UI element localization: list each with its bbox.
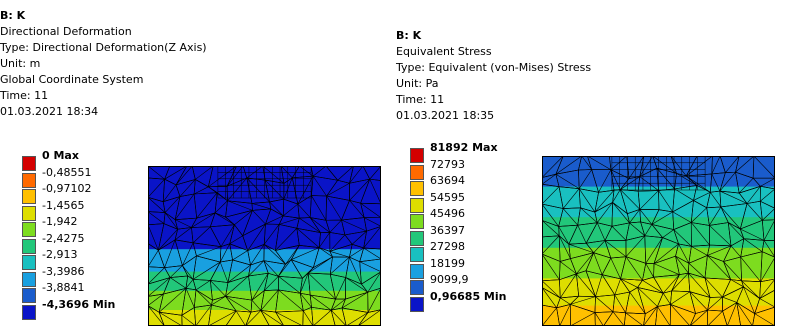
legend-swatch xyxy=(410,181,424,196)
result-title: B: K xyxy=(0,9,26,22)
result-name: Directional Deformation xyxy=(0,25,132,38)
legend-swatch xyxy=(410,296,424,312)
legend-swatch xyxy=(22,222,36,237)
legend-label: 72793 xyxy=(430,157,465,171)
legend-label: -4,3696 Min xyxy=(42,297,116,311)
legend-swatch xyxy=(22,271,36,287)
result-info-block: B: K Equivalent Stress Type: Equivalent … xyxy=(396,28,591,124)
mesh-border xyxy=(148,166,381,326)
legend-label: 0,96685 Min xyxy=(430,289,507,303)
legend-label: 0 Max xyxy=(42,149,79,162)
result-title: B: K xyxy=(396,29,422,42)
contour-band xyxy=(542,278,775,307)
contour-band xyxy=(542,247,775,280)
deformation-mesh-plot xyxy=(148,166,381,326)
legend-label: 27298 xyxy=(430,240,465,253)
legend-swatch xyxy=(410,148,424,163)
legend-label: 54595 xyxy=(430,190,465,204)
legend-label: 18199 xyxy=(430,256,465,270)
result-name: Equivalent Stress xyxy=(396,45,492,58)
legend-swatch xyxy=(22,288,36,303)
legend-label: -0,48551 xyxy=(42,165,92,179)
stress-mesh-plot xyxy=(542,156,775,326)
legend-swatch xyxy=(22,189,36,204)
legend-swatch xyxy=(410,197,424,213)
legend-label: 45496 xyxy=(430,207,465,220)
refined-mesh xyxy=(611,156,706,191)
legend-label: 63694 xyxy=(430,174,465,187)
legend-swatch xyxy=(22,238,36,254)
legend-label: -1,4565 xyxy=(42,198,85,212)
legend-swatch xyxy=(410,230,424,246)
result-unit: Unit: Pa xyxy=(396,77,439,90)
legend-swatch xyxy=(22,255,36,270)
legend-swatch xyxy=(22,205,36,221)
mesh-border xyxy=(542,156,775,326)
legend-swatch xyxy=(410,247,424,262)
legend-label: -0,97102 xyxy=(42,182,92,195)
legend-swatch xyxy=(410,280,424,295)
result-timestamp: 01.03.2021 18:35 xyxy=(396,109,495,122)
mesh-lines xyxy=(542,156,775,326)
legend-swatch xyxy=(22,172,36,188)
legend-swatch xyxy=(22,156,36,171)
legend-label: -2,4275 xyxy=(42,231,85,245)
result-info-block: B: K Directional Deformation Type: Direc… xyxy=(0,8,207,120)
result-time: Time: 11 xyxy=(396,93,445,106)
legend-label: -1,942 xyxy=(42,215,78,228)
legend-label: -3,8841 xyxy=(42,281,85,294)
legend-swatch xyxy=(410,164,424,180)
legend-label: -3,3986 xyxy=(42,264,85,278)
legend-label: -2,913 xyxy=(42,248,78,261)
legend-label: 81892 Max xyxy=(430,141,498,154)
equivalent-stress-panel: B: K Equivalent Stress Type: Equivalent … xyxy=(396,0,789,335)
legend-label: 36397 xyxy=(430,223,465,237)
coordinate-system: Global Coordinate System xyxy=(0,73,144,86)
result-time: Time: 11 xyxy=(0,89,49,102)
legend-swatch xyxy=(22,304,36,320)
result-type: Type: Equivalent (von-Mises) Stress xyxy=(396,61,592,74)
result-timestamp: 01.03.2021 18:34 xyxy=(0,105,99,118)
legend-label: 9099,9 xyxy=(430,273,469,286)
mesh-lines xyxy=(148,166,381,326)
result-unit: Unit: m xyxy=(0,57,41,70)
refined-mesh xyxy=(217,166,312,199)
contour-band xyxy=(148,310,381,326)
legend-swatch xyxy=(410,263,424,279)
legend-swatch xyxy=(410,214,424,229)
result-type: Type: Directional Deformation(Z Axis) xyxy=(0,41,207,54)
directional-deformation-panel: B: K Directional Deformation Type: Direc… xyxy=(0,0,394,335)
